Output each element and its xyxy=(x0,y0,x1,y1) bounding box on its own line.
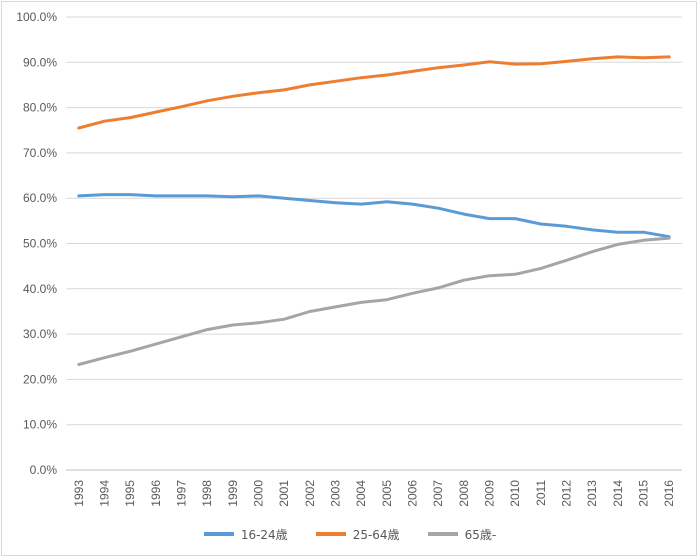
x-tick-label: 2013 xyxy=(585,480,599,507)
x-tick-label: 2014 xyxy=(611,480,625,507)
y-tick-label: 10.0% xyxy=(23,418,57,432)
x-tick-label: 2005 xyxy=(380,480,394,507)
y-tick-label: 60.0% xyxy=(23,191,57,205)
y-tick-label: 70.0% xyxy=(23,146,57,160)
legend-label: 65歳- xyxy=(464,527,497,542)
legend-swatch xyxy=(427,532,458,536)
x-tick-label: 2015 xyxy=(637,480,651,507)
y-tick-label: 100.0% xyxy=(16,10,57,24)
y-tick-label: 40.0% xyxy=(23,282,57,296)
x-tick-label: 2000 xyxy=(252,480,266,507)
legend-item: 65歳- xyxy=(427,526,497,543)
x-tick-label: 1998 xyxy=(200,480,214,507)
x-tick-label: 1997 xyxy=(175,480,189,507)
x-tick-label: 2011 xyxy=(534,480,548,506)
legend-label: 16-24歳 xyxy=(240,527,288,542)
x-tick-label: 2004 xyxy=(354,480,368,507)
series-lines xyxy=(77,55,671,366)
series-line xyxy=(77,193,671,239)
series-line xyxy=(77,236,671,366)
y-tick-label: 90.0% xyxy=(23,55,57,69)
x-tick-label: 1994 xyxy=(98,480,112,507)
y-tick-label: 20.0% xyxy=(23,372,57,386)
gridlines xyxy=(66,16,682,471)
y-tick-label: 80.0% xyxy=(23,101,57,115)
x-tick-label: 2002 xyxy=(303,480,317,507)
x-tick-label: 2003 xyxy=(329,480,343,507)
x-tick-label: 2008 xyxy=(457,480,471,507)
x-tick-label: 1999 xyxy=(226,480,240,507)
legend-item: 16-24歳 xyxy=(203,526,288,543)
y-tick-label: 0.0% xyxy=(30,463,58,477)
x-tick-label: 2009 xyxy=(483,480,497,507)
series-line xyxy=(77,55,671,130)
x-tick-label: 2007 xyxy=(431,480,445,507)
y-tick-label: 50.0% xyxy=(23,237,57,251)
x-tick-label: 1996 xyxy=(149,480,163,507)
legend-label: 25-64歳 xyxy=(352,527,400,542)
legend-swatch xyxy=(203,532,234,536)
x-tick-label: 1995 xyxy=(123,480,137,507)
y-axis-tick-labels: 0.0% 10.0% 20.0% 30.0% 40.0% 50.0% 60.0% 70.0% 8… xyxy=(16,10,57,477)
x-tick-label: 2006 xyxy=(406,480,420,507)
x-tick-label: 2012 xyxy=(560,480,574,507)
x-axis-tick-labels: 1993 1994 1995 1996 1997 1998 1999 2000 2001 2002… xyxy=(72,480,676,507)
y-tick-label: 30.0% xyxy=(23,327,57,341)
x-tick-label: 2010 xyxy=(508,480,522,507)
legend: 16-24歳 25-64歳 65歳- xyxy=(0,522,700,546)
x-tick-label: 2016 xyxy=(662,480,676,507)
x-tick-label: 2001 xyxy=(277,480,291,507)
legend-item: 25-64歳 xyxy=(315,526,400,543)
x-tick-label: 1993 xyxy=(72,480,86,507)
legend-swatch xyxy=(315,532,346,536)
